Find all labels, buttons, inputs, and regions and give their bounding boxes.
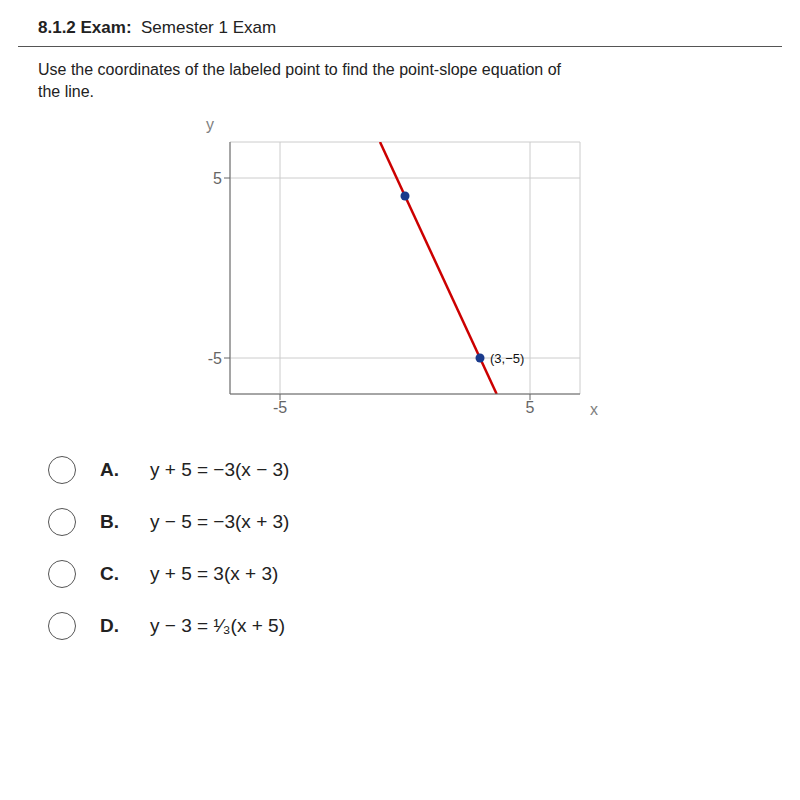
svg-text:-5: -5: [273, 400, 287, 417]
html-text:D.: D.: [100, 615, 119, 637]
svg-text:(3,−5): (3,−5): [490, 351, 524, 366]
html-text:y − 3 = ¹⁄₃(x + 5): y − 3 = ¹⁄₃(x + 5): [150, 615, 285, 637]
html-text:B.: B.: [100, 511, 119, 533]
svg-text:5: 5: [526, 400, 535, 417]
svg-text:x: x: [590, 401, 598, 418]
html-text:y − 5 = −3(x + 3): y − 5 = −3(x + 3): [150, 511, 290, 533]
svg-text:y: y: [206, 116, 214, 133]
html-text:C.: C.: [100, 563, 119, 585]
svg-text:5: 5: [213, 170, 222, 187]
html-text:8.1.2 Exam: Semester 1 Exam: 8.1.2 Exam: Semester 1 Exam: [38, 18, 277, 37]
html-text:Use the coordinates of the lab: Use the coordinates of the labeled point…: [38, 61, 561, 100]
html-text:y + 5 = −3(x − 3): y + 5 = −3(x − 3): [150, 459, 290, 481]
html-text:A.: A.: [100, 459, 119, 481]
html-text:y + 5 = 3(x + 3): y + 5 = 3(x + 3): [150, 563, 279, 585]
svg-text:-5: -5: [208, 350, 222, 367]
